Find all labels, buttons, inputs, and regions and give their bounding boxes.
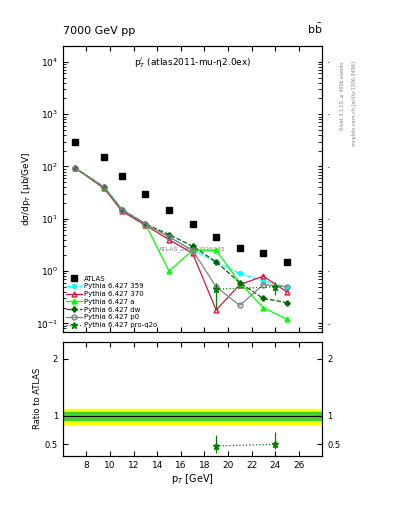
ATLAS [261, 250, 266, 256]
Y-axis label: dσ/dp$_T$ [μb/GeV]: dσ/dp$_T$ [μb/GeV] [20, 152, 33, 226]
Text: p$^l_T$ (atlas2011-mu-η2.0ex): p$^l_T$ (atlas2011-mu-η2.0ex) [134, 55, 251, 70]
Pythia 6.427 370 [72, 164, 77, 170]
ATLAS [119, 173, 124, 179]
Pythia 6.427 p0 [143, 221, 148, 227]
Pythia 6.427 a [285, 316, 289, 323]
Pythia 6.427 p0 [261, 282, 266, 288]
ATLAS [190, 221, 195, 227]
Pythia 6.427 dw [167, 231, 171, 238]
Pythia 6.427 a [143, 221, 148, 227]
Pythia 6.427 a [261, 305, 266, 311]
Pythia 6.427 dw [190, 243, 195, 249]
Pythia 6.427 370 [143, 222, 148, 228]
ATLAS [143, 191, 148, 197]
Text: b$\bar{\mathrm{b}}$: b$\bar{\mathrm{b}}$ [307, 22, 322, 36]
Pythia 6.427 a [214, 247, 219, 253]
Pythia 6.427 370 [190, 250, 195, 256]
Pythia 6.427 370 [261, 273, 266, 279]
Pythia 6.427 dw [102, 184, 107, 190]
Text: mcplots.cern.ch [arXiv:1306.3436]: mcplots.cern.ch [arXiv:1306.3436] [352, 61, 357, 146]
Pythia 6.427 370 [237, 282, 242, 288]
Pythia 6.427 a [102, 184, 107, 190]
Pythia 6.427 dw [72, 164, 77, 170]
ATLAS [285, 259, 289, 265]
ATLAS [102, 154, 107, 160]
Line: Pythia 6.427 a: Pythia 6.427 a [72, 165, 289, 322]
Pythia 6.427 359 [285, 284, 289, 290]
Text: Rivet 3.1.10, ≥ 400k events: Rivet 3.1.10, ≥ 400k events [340, 61, 345, 130]
Bar [63, 409, 322, 424]
Pythia 6.427 359 [167, 234, 171, 240]
Line: Pythia 6.427 370: Pythia 6.427 370 [72, 165, 289, 312]
Text: ATLAS_2011_I926145: ATLAS_2011_I926145 [159, 246, 226, 251]
ATLAS [72, 138, 77, 144]
Pythia 6.427 359 [72, 164, 77, 170]
Pythia 6.427 370 [285, 289, 289, 295]
Pythia 6.427 359 [237, 270, 242, 276]
Pythia 6.427 370 [167, 237, 171, 243]
Pythia 6.427 359 [102, 184, 107, 190]
Pythia 6.427 359 [190, 247, 195, 253]
Legend: ATLAS, Pythia 6.427 359, Pythia 6.427 370, Pythia 6.427 a, Pythia 6.427 dw, Pyth: ATLAS, Pythia 6.427 359, Pythia 6.427 37… [65, 274, 159, 329]
Pythia 6.427 359 [143, 221, 148, 227]
ATLAS [214, 234, 219, 240]
Bar [63, 412, 322, 420]
Pythia 6.427 p0 [237, 303, 242, 309]
Pythia 6.427 a [119, 206, 124, 212]
Pythia 6.427 dw [143, 221, 148, 227]
Pythia 6.427 dw [285, 300, 289, 306]
Pythia 6.427 370 [119, 208, 124, 214]
Pythia 6.427 370 [102, 185, 107, 191]
Pythia 6.427 p0 [72, 164, 77, 170]
Pythia 6.427 359 [261, 278, 266, 284]
Pythia 6.427 p0 [102, 184, 107, 190]
Text: 7000 GeV pp: 7000 GeV pp [63, 26, 135, 36]
Pythia 6.427 dw [214, 259, 219, 265]
Pythia 6.427 dw [119, 206, 124, 212]
Pythia 6.427 p0 [214, 284, 219, 290]
Line: Pythia 6.427 p0: Pythia 6.427 p0 [72, 165, 289, 308]
Y-axis label: Ratio to ATLAS: Ratio to ATLAS [33, 368, 42, 429]
Pythia 6.427 p0 [285, 284, 289, 290]
ATLAS [167, 206, 171, 212]
Pythia 6.427 a [167, 268, 171, 274]
Pythia 6.427 p0 [167, 234, 171, 240]
Pythia 6.427 359 [119, 206, 124, 212]
Line: Pythia 6.427 dw: Pythia 6.427 dw [72, 165, 289, 305]
Pythia 6.427 a [72, 164, 77, 170]
Pythia 6.427 dw [261, 295, 266, 302]
Pythia 6.427 a [237, 280, 242, 286]
Pythia 6.427 p0 [119, 206, 124, 212]
Pythia 6.427 a [190, 247, 195, 253]
Line: ATLAS: ATLAS [72, 138, 290, 265]
Pythia 6.427 370 [214, 307, 219, 313]
Line: Pythia 6.427 359: Pythia 6.427 359 [73, 165, 289, 289]
ATLAS [237, 245, 242, 251]
X-axis label: p$_T$ [GeV]: p$_T$ [GeV] [171, 472, 214, 486]
Pythia 6.427 p0 [190, 247, 195, 253]
Pythia 6.427 359 [214, 259, 219, 265]
Pythia 6.427 dw [237, 280, 242, 286]
